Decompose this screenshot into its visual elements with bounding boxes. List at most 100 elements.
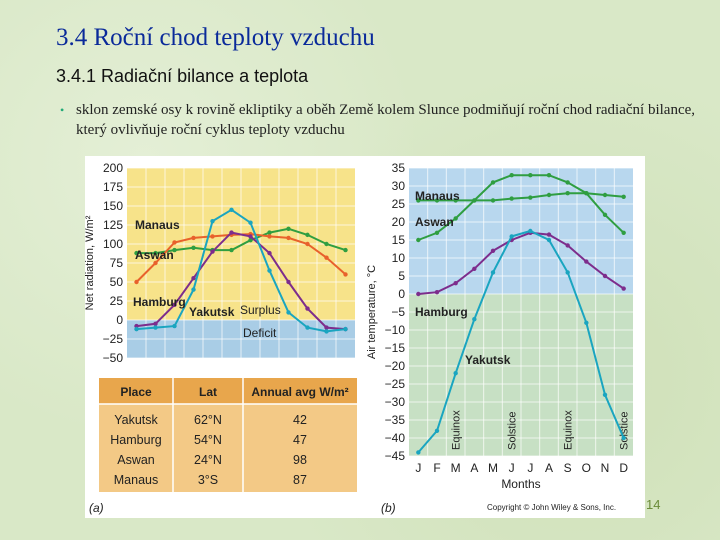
data-point: [621, 230, 626, 235]
data-point: [490, 270, 496, 275]
x-tick-label: F: [433, 461, 440, 475]
y-axis-label: Air temperature, °C: [366, 265, 378, 359]
x-tick-label: D: [619, 461, 628, 475]
data-point: [602, 212, 608, 217]
data-point: [153, 250, 158, 256]
y-tick-label: −5: [391, 305, 405, 319]
data-point: [528, 228, 533, 234]
y-tick-label: 15: [392, 233, 406, 247]
figure: 200 175 150 125 100 75 50 25 0 −25 −50 Net radiatio…: [84, 156, 645, 518]
data-point: [565, 180, 570, 185]
data-point: [267, 268, 272, 273]
y-tick-label: −10: [385, 323, 406, 337]
table-column-header: Lat: [199, 385, 217, 399]
y-tick-label: −35: [385, 413, 406, 427]
table-cell: 87: [293, 473, 307, 487]
data-point: [343, 326, 348, 332]
data-point: [602, 392, 608, 397]
data-point: [472, 317, 477, 322]
data-point: [286, 226, 291, 231]
data-point: [343, 247, 348, 253]
y-tick-label: −25: [103, 332, 124, 346]
data-point: [453, 281, 458, 286]
data-point: [416, 237, 421, 243]
data-point: [229, 247, 234, 253]
x-tick-label: J: [527, 461, 533, 475]
series-label: Hamburg: [415, 305, 468, 319]
data-point: [343, 272, 348, 277]
data-point: [305, 241, 310, 247]
x-tick-label: J: [415, 461, 421, 475]
deficit-label: Deficit: [243, 326, 277, 340]
table-cell: 42: [293, 413, 307, 427]
data-point: [565, 191, 570, 196]
data-point: [191, 276, 196, 281]
data-point: [153, 325, 158, 330]
data-point: [172, 247, 177, 253]
season-annotation: Solstice: [619, 411, 631, 450]
table-cell: Yakutsk: [114, 413, 158, 427]
data-point: [267, 250, 272, 256]
x-tick-label: A: [545, 461, 553, 475]
data-point: [305, 325, 310, 330]
y-tick-label: 125: [103, 218, 123, 232]
data-point: [153, 260, 158, 266]
data-point: [565, 270, 570, 275]
data-point: [621, 194, 626, 199]
data-point: [267, 234, 272, 239]
data-point: [210, 249, 215, 254]
data-point: [305, 232, 310, 238]
table-header: [99, 378, 357, 404]
slide-subtitle: 3.4.1 Radiační bilance a teplota: [56, 66, 309, 86]
y-tick-label: 25: [110, 294, 124, 308]
table-cell: 47: [293, 433, 307, 447]
series-line-hamburg: [418, 231, 625, 295]
data-point: [490, 248, 496, 253]
table-cell: 24°N: [194, 453, 222, 467]
y-tick-label: 75: [110, 256, 124, 270]
series-line-hamburg: [136, 231, 346, 331]
data-point: [191, 245, 196, 250]
x-tick-label: S: [564, 461, 572, 475]
y-tick-label: 35: [392, 161, 406, 175]
panel-a-label: (a): [89, 501, 104, 515]
data-point: [191, 287, 196, 292]
data-point: [490, 198, 496, 203]
data-point: [546, 232, 552, 237]
table-cell: 54°N: [194, 433, 222, 447]
y-tick-label: 100: [103, 237, 123, 251]
data-point: [210, 234, 215, 239]
data-point: [134, 279, 139, 285]
x-tick-label: O: [582, 461, 591, 475]
table-cell: Manaus: [114, 473, 158, 487]
series-label: Hamburg: [133, 295, 186, 309]
data-point: [565, 243, 570, 248]
y-tick-label: 10: [392, 251, 406, 265]
table-cell: Hamburg: [110, 433, 161, 447]
data-point: [134, 326, 139, 332]
data-point: [472, 198, 477, 203]
data-point: [490, 180, 496, 185]
series-label: Aswan: [415, 215, 454, 229]
y-tick-label: 30: [392, 179, 406, 193]
data-point: [546, 173, 552, 178]
y-tick-label: 150: [103, 199, 123, 213]
season-annotation: Equinox: [563, 410, 575, 450]
data-point: [153, 321, 158, 326]
data-point: [267, 230, 272, 235]
season-annotation: Solstice: [507, 411, 519, 450]
data-point: [434, 198, 440, 203]
data-point: [172, 302, 177, 307]
data-point: [416, 198, 421, 203]
table-cell: Aswan: [117, 453, 155, 467]
y-tick-label: −30: [385, 395, 406, 409]
y-tick-label: −25: [385, 377, 406, 391]
data-point: [621, 435, 626, 441]
data-point: [248, 238, 253, 243]
x-tick-label: M: [451, 461, 461, 475]
page-number: 14: [646, 497, 661, 512]
series-label: Aswan: [135, 248, 174, 262]
data-point: [191, 235, 196, 241]
data-point: [509, 196, 514, 201]
data-point: [434, 428, 440, 433]
